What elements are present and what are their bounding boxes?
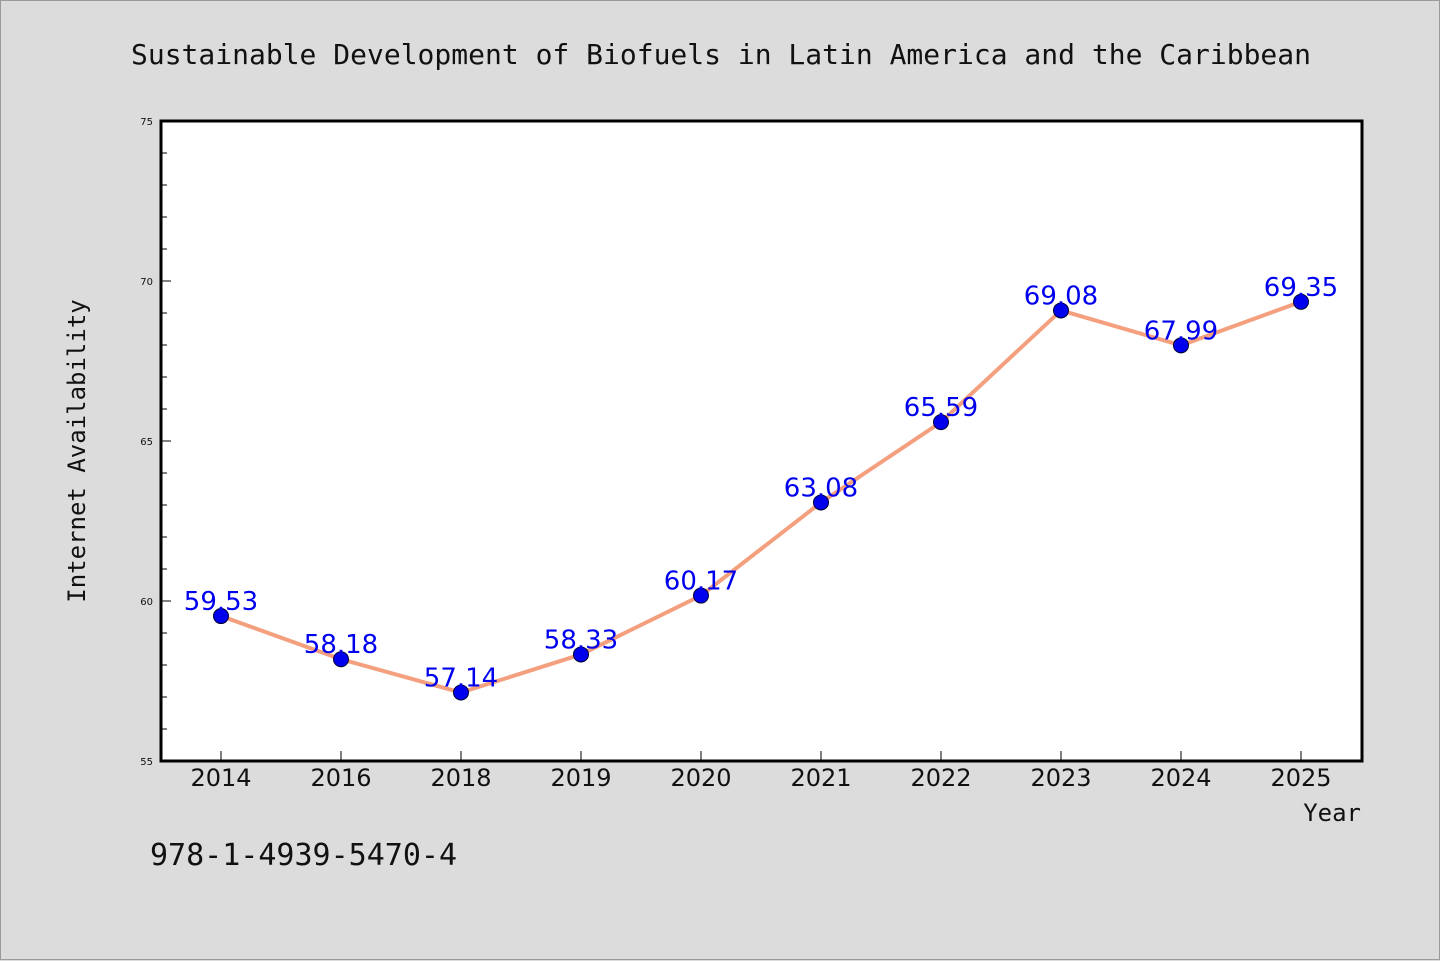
data-point	[693, 587, 709, 604]
data-point	[1293, 293, 1309, 310]
data-point	[573, 646, 589, 663]
data-label: 69.35	[1264, 273, 1338, 303]
data-label: 60.17	[664, 567, 738, 597]
x-tick-label: 2016	[310, 764, 371, 792]
x-tick-label: 2020	[670, 764, 731, 792]
data-label: 63.08	[784, 473, 858, 503]
y-tick-label: 60	[140, 597, 153, 608]
plot-area	[159, 119, 1364, 763]
x-axis-title: Year	[1303, 799, 1361, 827]
y-tick-label: 75	[140, 117, 153, 128]
data-label: 58.18	[304, 630, 378, 660]
data-label: 67.99	[1144, 316, 1218, 346]
x-tick-label: 2024	[1150, 764, 1211, 792]
data-point	[1053, 302, 1069, 319]
data-label: 65.59	[904, 393, 978, 423]
x-tick-label: 2019	[550, 764, 611, 792]
data-point	[813, 494, 829, 511]
data-point	[933, 414, 949, 431]
data-point	[1173, 337, 1189, 354]
y-axis-title: Internet Availability	[63, 299, 91, 602]
y-tick-label: 65	[140, 437, 153, 448]
data-label: 69.08	[1024, 281, 1098, 311]
series-line	[219, 299, 1303, 695]
data-point	[213, 608, 229, 625]
data-label: 58.33	[544, 625, 618, 655]
y-tick-label: 70	[140, 277, 153, 288]
x-tick-label: 2014	[190, 764, 251, 792]
data-point	[333, 651, 349, 668]
y-axis: 55 60 65 70 75	[140, 117, 171, 768]
x-tick-label: 2018	[430, 764, 491, 792]
x-tick-label: 2025	[1270, 764, 1331, 792]
data-label: 59.53	[184, 587, 258, 617]
x-axis: 2014 2016 2018 2019 2020 2021 2022 2023 2024 2025	[190, 751, 1332, 792]
y-tick-label: 55	[140, 757, 153, 768]
x-tick-label: 2022	[910, 764, 971, 792]
data-label: 57.14	[424, 664, 498, 694]
data-point	[453, 684, 469, 701]
chart-title: Sustainable Development of Biofuels in L…	[131, 38, 1311, 71]
x-tick-label: 2023	[1030, 764, 1091, 792]
series-layer: 59.53 58.18 57.14 58.33 60.17 63.08 65.59 69.08…	[184, 273, 1338, 701]
x-tick-label: 2021	[790, 764, 851, 792]
isbn-label: 978-1-4939-5470-4	[150, 838, 457, 873]
